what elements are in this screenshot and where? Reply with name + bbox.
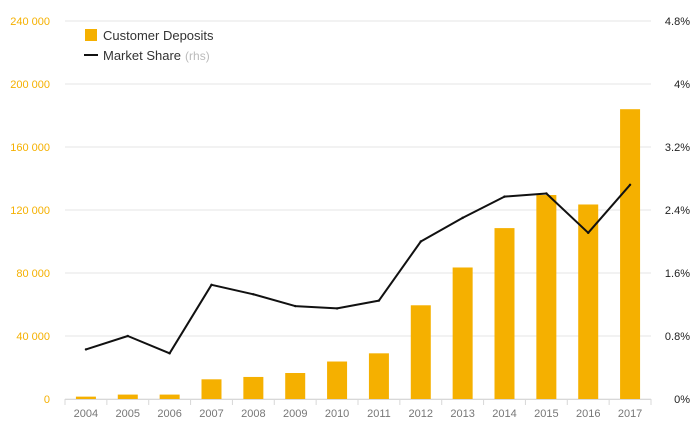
deposit-bars xyxy=(75,109,641,399)
left-tick-label: 120 000 xyxy=(10,205,50,217)
legend: Customer Deposits Market Share (rhs) xyxy=(84,28,214,63)
left-tick-label: 40 000 xyxy=(16,331,50,343)
x-tick-label: 2011 xyxy=(367,408,391,420)
right-axis-ticks: 0% 0.8% 1.6% 2.4% 3.2% 4% 4.8% xyxy=(665,16,690,406)
market-share-point xyxy=(503,195,506,198)
x-tick-label: 2008 xyxy=(241,408,265,420)
market-share-point xyxy=(84,348,88,351)
market-share-point xyxy=(210,283,213,287)
market-share-point xyxy=(335,307,339,310)
bar-customer-deposits xyxy=(201,379,222,399)
bar-customer-deposits xyxy=(75,396,96,399)
right-tick-label: 3.2% xyxy=(665,142,690,154)
left-tick-label: 80 000 xyxy=(16,268,50,280)
bar-customer-deposits xyxy=(368,353,389,399)
legend-market-share-label: Market Share (rhs) xyxy=(103,48,210,63)
x-tick-label: 2004 xyxy=(74,408,98,420)
market-share-point xyxy=(294,304,297,308)
right-tick-label: 0% xyxy=(674,394,690,406)
market-share-point xyxy=(252,293,255,296)
bar-customer-deposits xyxy=(494,228,515,399)
x-tick-label: 2005 xyxy=(116,408,140,420)
x-tick-label: 2010 xyxy=(325,408,349,420)
market-share-point xyxy=(168,352,171,355)
market-share-point xyxy=(126,334,129,338)
bar-customer-deposits xyxy=(243,376,264,399)
grid-lines xyxy=(65,20,651,400)
left-tick-label: 160 000 xyxy=(10,142,50,154)
bar-customer-deposits xyxy=(327,361,348,399)
right-tick-label: 4% xyxy=(674,79,690,91)
bar-customer-deposits xyxy=(536,195,557,399)
right-tick-label: 2.4% xyxy=(665,205,690,217)
right-tick-label: 4.8% xyxy=(665,16,690,28)
x-tick-label: 2013 xyxy=(450,408,474,420)
left-axis-ticks: 0 40 000 80 000 120 000 160 000 200 000 240 00… xyxy=(10,16,50,406)
bar-customer-deposits xyxy=(410,305,431,399)
market-share-line xyxy=(85,184,631,355)
bar-customer-deposits xyxy=(452,267,473,399)
left-tick-label: 240 000 xyxy=(10,16,50,28)
market-share-point xyxy=(461,216,464,220)
x-tick-label: 2014 xyxy=(492,408,516,420)
left-tick-label: 0 xyxy=(44,394,50,406)
bar-customer-deposits xyxy=(159,394,180,399)
market-share-point xyxy=(587,231,590,235)
left-tick-label: 200 000 xyxy=(10,79,50,91)
x-tick-label: 2016 xyxy=(576,408,600,420)
market-share-point xyxy=(419,240,422,243)
legend-market-share-suffix: (rhs) xyxy=(185,49,210,63)
market-share-point xyxy=(377,299,381,302)
bar-customer-deposits xyxy=(620,109,641,399)
bar-customer-deposits xyxy=(117,394,138,399)
market-share-point xyxy=(628,183,632,186)
market-share-line-layer xyxy=(84,183,632,355)
x-tick-label: 2017 xyxy=(618,408,642,420)
legend-deposits-swatch xyxy=(85,29,97,41)
x-tick-label: 2007 xyxy=(199,408,223,420)
right-tick-label: 0.8% xyxy=(665,331,690,343)
market-share-point xyxy=(545,192,548,195)
x-tick-label: 2006 xyxy=(157,408,181,420)
legend-market-share-name: Market Share xyxy=(103,48,181,63)
bar-customer-deposits xyxy=(285,373,306,399)
bar-customer-deposits xyxy=(578,204,599,399)
x-tick-label: 2012 xyxy=(409,408,433,420)
right-tick-label: 1.6% xyxy=(665,268,690,280)
legend-deposits-label: Customer Deposits xyxy=(103,28,214,43)
x-tick-label: 2009 xyxy=(283,408,307,420)
x-tick-label: 2015 xyxy=(534,408,558,420)
x-axis-ticks: 2004 2005 2006 2007 2008 2009 2010 2011 2012 2013… xyxy=(64,399,652,420)
